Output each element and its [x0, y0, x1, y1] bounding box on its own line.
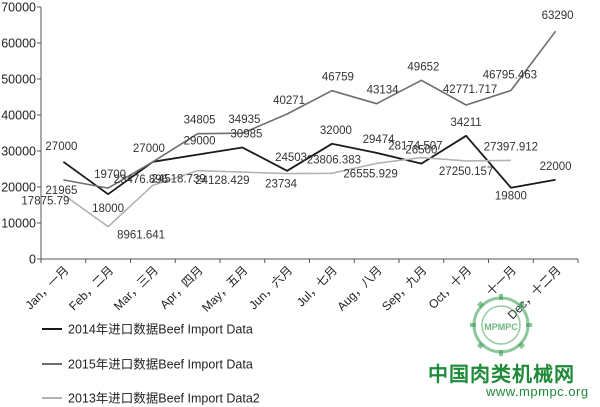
y-tick-label: 40000 — [1, 109, 36, 123]
data-label: 63290 — [542, 10, 574, 22]
x-tick-label: Jun，六月 — [246, 263, 295, 312]
data-label: 27250.157 — [439, 166, 493, 178]
series-line-0 — [62, 134, 556, 196]
y-axis-ticks: 0 10000 20000 30000 40000 50000 60000 70000 — [1, 1, 41, 267]
y-tick-label: 50000 — [1, 73, 36, 87]
data-label: 23476.896 — [114, 174, 168, 186]
data-label: 42771.717 — [443, 84, 497, 96]
data-label: 8961.641 — [117, 230, 165, 242]
series-lines — [62, 30, 557, 228]
data-label: 27000 — [45, 141, 77, 153]
x-tick-label: Feb，二月 — [66, 263, 116, 313]
y-tick-label: 20000 — [1, 181, 36, 195]
data-label: 29474 — [363, 134, 396, 146]
data-label: 27397.912 — [484, 141, 538, 153]
data-label: 49652 — [407, 61, 439, 73]
y-tick-label: 10000 — [1, 217, 36, 231]
legend: 2014年进口数据Beef Import Data 2015年进口数据Beef I… — [42, 322, 260, 406]
data-label: 32000 — [320, 125, 352, 137]
data-label: 40271 — [273, 95, 305, 107]
x-tick-label: Sep，九月 — [379, 263, 429, 313]
data-label: 46759 — [322, 72, 354, 84]
data-label: 22000 — [540, 161, 572, 173]
data-label: 34805 — [184, 115, 216, 127]
data-label: 34211 — [451, 117, 482, 129]
data-label: 29000 — [184, 136, 216, 148]
data-label: 24503 — [275, 152, 307, 164]
x-tick-label: Oct，十月 — [426, 263, 475, 312]
series-line-1 — [63, 30, 557, 189]
watermark-site-name: 中国肉类机械网 — [428, 362, 575, 386]
data-label: 21965 — [45, 185, 77, 197]
x-tick-label: Jul，七月 — [294, 263, 340, 309]
watermark-url: www.mpmpc.org — [486, 384, 589, 399]
data-label: 19700 — [94, 169, 126, 181]
data-label: 23734 — [265, 179, 298, 191]
x-tick-label: Mar，三月 — [111, 263, 161, 313]
axes — [40, 7, 578, 260]
svg-text:MPMPC: MPMPC — [484, 322, 518, 332]
y-tick-label: 30000 — [1, 145, 36, 159]
y-tick-label: 70000 — [1, 1, 36, 15]
y-tick-label: 0 — [29, 253, 36, 267]
data-label: 27000 — [133, 143, 165, 155]
data-label: 30985 — [230, 129, 262, 141]
series-line-2 — [62, 156, 511, 228]
legend-label: 2014年进口数据Beef Import Data — [68, 322, 253, 337]
legend-label: 2013年进口数据Beef Import Data2 — [68, 391, 260, 406]
data-label: 46795.463 — [483, 70, 537, 82]
y-tick-label: 60000 — [1, 37, 36, 51]
x-tick-label: Aug，八月 — [334, 263, 384, 313]
data-labels: 27000 18000 27000 29000 30985 24503 32000 29474… — [21, 10, 574, 242]
data-label: 43134 — [367, 85, 400, 97]
data-label: 17875.79 — [21, 196, 69, 208]
data-label: 24128.429 — [195, 175, 249, 187]
data-label: 34935 — [228, 114, 260, 126]
legend-label: 2015年进口数据Beef Import Data — [68, 357, 253, 372]
data-label: 28174.507 — [388, 141, 442, 153]
data-label: 26500 — [405, 145, 437, 157]
x-tick-label: May，五月 — [199, 263, 250, 314]
data-label: 23806.383 — [307, 154, 361, 166]
data-label: 24518.739 — [151, 174, 205, 186]
data-label: 26555.929 — [343, 168, 397, 180]
data-label: 18000 — [92, 203, 124, 215]
mpmpc-logo-icon: MPMPC — [470, 294, 532, 356]
data-label: 19800 — [495, 191, 527, 203]
x-tick-label: Jan，一月 — [22, 263, 71, 312]
